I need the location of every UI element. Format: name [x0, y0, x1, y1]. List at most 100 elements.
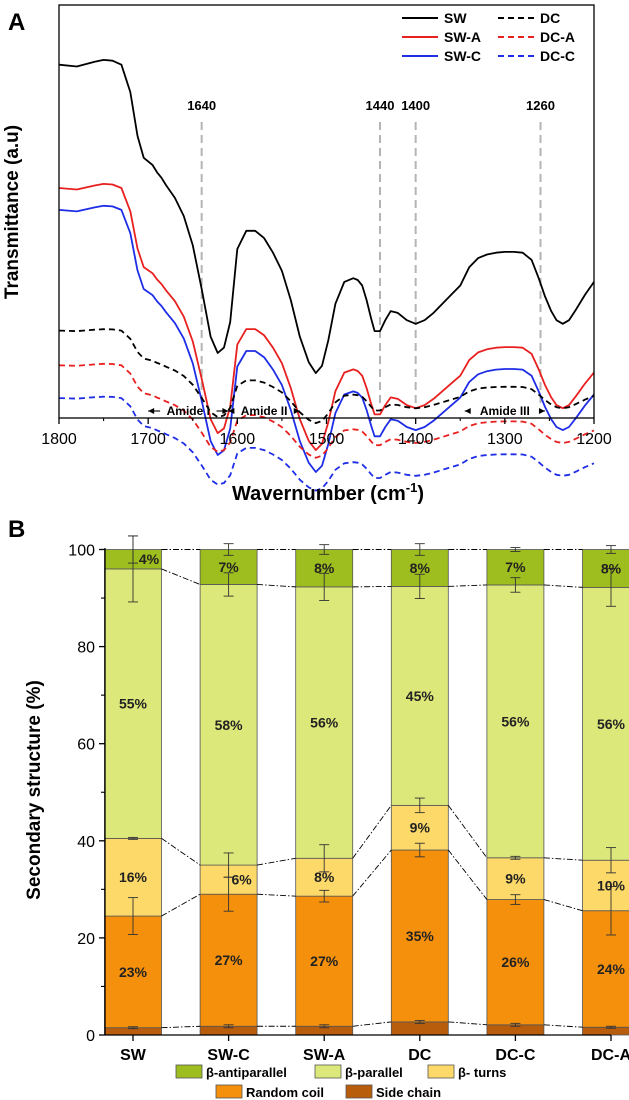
connector-2-2 — [352, 849, 392, 897]
spectrum-dc-a — [58, 362, 595, 459]
legend-label-random-coil: Random coil — [246, 1085, 324, 1100]
ref-line-label-1260: 1260 — [526, 98, 555, 113]
bar-label-dc-a-1: 24% — [597, 961, 626, 977]
band-amide-iii-label: Amide III — [480, 404, 530, 418]
legend-label-side-chain: Side chain — [376, 1085, 441, 1100]
legend-swatch-side-chain — [345, 1084, 373, 1099]
ref-line-label-1440: 1440 — [366, 98, 395, 113]
band-amide-i-arrowhead-right — [222, 408, 229, 414]
reference-lines: 1640 1440 1400 1260 — [187, 98, 555, 403]
ref-line-label-1400: 1400 — [401, 98, 430, 113]
bar-dc-a-random-coil — [582, 910, 629, 1028]
legend-swatch--antiparallel — [175, 1064, 203, 1079]
spectrum-sw — [58, 59, 595, 374]
bar-dc-c--parallel — [486, 584, 545, 859]
legend-label--antiparallel: β-antiparallel — [206, 1065, 287, 1080]
legend-label--parallel: β-parallel — [345, 1065, 403, 1080]
bar-dc-c-random-coil — [486, 899, 545, 1026]
legend-label-dc-a: DC-A — [540, 29, 575, 45]
spectra-curves — [58, 59, 595, 492]
bar-label-dc-c-1: 26% — [501, 954, 530, 970]
bar-label-sw-a-3: 56% — [310, 715, 339, 731]
panel-a-ftir-spectra: A 1640 1440 1400 1260 Amide I Amide II Amide … — [2, 4, 612, 505]
band-amide-ii-label: Amide II — [241, 404, 288, 418]
connector-3-4 — [543, 857, 583, 861]
x-tick-label-1400: 1400 — [398, 431, 434, 448]
category-label-dc: DC — [408, 1047, 432, 1064]
bar-dc-a--antiparallel — [582, 549, 629, 588]
band-amide-iii-arrowhead-right — [538, 408, 545, 414]
bar-label-sw-c-3: 58% — [215, 717, 244, 733]
x-axis-label-a: Wavernumber (cm-1) — [232, 480, 424, 505]
connector-3-1 — [257, 857, 296, 866]
legend-swatch--parallel — [314, 1064, 342, 1079]
legend-label-dc: DC — [540, 10, 560, 26]
connector-4-1 — [257, 584, 296, 588]
y-axis-label-a: Transmittance (a.u) — [2, 125, 23, 299]
x-tick-label-1800: 1800 — [41, 431, 77, 448]
bar-label-dc-1: 35% — [406, 928, 435, 944]
ref-line-label-1640: 1640 — [187, 98, 216, 113]
y-tick-label-40: 40 — [77, 834, 95, 851]
bar-label-sw-3: 55% — [119, 696, 148, 712]
connector-2-0 — [161, 893, 201, 917]
bar-label-sw-c-4: 7% — [218, 559, 239, 575]
bar-label-sw-2: 16% — [119, 869, 148, 885]
bar-label-sw-4: 4% — [139, 551, 160, 567]
category-label-dc-c: DC-C — [495, 1047, 535, 1064]
bar-label-dc-a-2: 10% — [597, 877, 626, 893]
bar-label-dc-a-4: 8% — [601, 560, 622, 576]
connector-1-4 — [543, 1024, 583, 1028]
panel-a-label: A — [8, 9, 25, 36]
stacked-bars — [104, 549, 629, 1036]
band-amide-iii-arrowhead-left — [464, 408, 471, 414]
spectrum-dc — [58, 328, 595, 424]
bar-dc--parallel — [390, 585, 449, 806]
bar-label-sw-a-4: 8% — [314, 560, 335, 576]
bar-label-sw-a-1: 27% — [310, 953, 339, 969]
connector-3-2 — [352, 805, 392, 859]
bar-sw-a-random-coil — [295, 895, 354, 1027]
category-label-sw-a: SW-A — [303, 1047, 346, 1064]
panel-b-secondary-structure: B 23% 27% 27% 35% 26% 24% 16% 6% 8% 9% 9% 10% 55% 58%… — [8, 516, 629, 1100]
bar-label-dc-c-2: 9% — [505, 871, 526, 887]
y-axis-ticks-b: 0 20 40 60 80 100 — [68, 543, 105, 1045]
legend-label-sw-c: SW-C — [444, 48, 481, 64]
legend-a: SW DC SW-A DC-A SW-C DC-C — [402, 10, 575, 64]
connector-1-0 — [161, 1025, 201, 1029]
category-label-sw-c: SW-C — [207, 1047, 250, 1064]
bar-label-sw-c-1: 27% — [215, 952, 244, 968]
band-amide-i-label: Amide I — [167, 404, 210, 418]
connector-4-3 — [448, 584, 487, 587]
bar-sw-c--parallel — [199, 584, 258, 866]
legend-label--turns: β- turns — [458, 1065, 506, 1080]
x-tick-label-1700: 1700 — [130, 431, 166, 448]
spectrum-sw-a — [58, 183, 595, 451]
connector-1-3 — [448, 1021, 487, 1026]
amide-band-annotations: Amide I Amide II Amide III — [148, 404, 545, 418]
connector-2-3 — [447, 849, 488, 900]
y-tick-label-80: 80 — [77, 640, 95, 657]
bar-sw-c-random-coil — [199, 893, 258, 1027]
band-amide-i-arrowhead-left — [148, 408, 155, 414]
category-label-sw: SW — [120, 1047, 147, 1064]
connector-2-1 — [257, 893, 296, 897]
bar-label-dc-c-3: 56% — [501, 713, 530, 729]
y-tick-label-100: 100 — [68, 543, 95, 560]
legend-label-dc-c: DC-C — [540, 48, 575, 64]
connector-2-4 — [543, 899, 583, 912]
x-axis-ticks: 1800 1700 1600 1500 1400 1300 1200 — [41, 418, 612, 448]
y-axis-label-b: Secondary structure (%) — [24, 680, 45, 900]
dash-dot-connectors — [161, 549, 583, 1029]
bar-label-dc-a-3: 56% — [597, 716, 626, 732]
bar-label-dc-4: 8% — [410, 560, 431, 576]
legend-b: β-antiparallel β-parallel β- turns Random c… — [175, 1064, 506, 1100]
bar-dc-side-chain — [390, 1021, 449, 1036]
category-labels: SW SW-C SW-A DC DC-C DC-A — [120, 1035, 629, 1064]
bar-dc-a-side-chain — [582, 1026, 629, 1036]
bar-dc-c--turns — [486, 857, 545, 900]
connector-4-4 — [543, 584, 583, 588]
bar-label-dc-2: 9% — [410, 820, 431, 836]
band-amide-ii-arrowhead-right — [293, 408, 300, 414]
